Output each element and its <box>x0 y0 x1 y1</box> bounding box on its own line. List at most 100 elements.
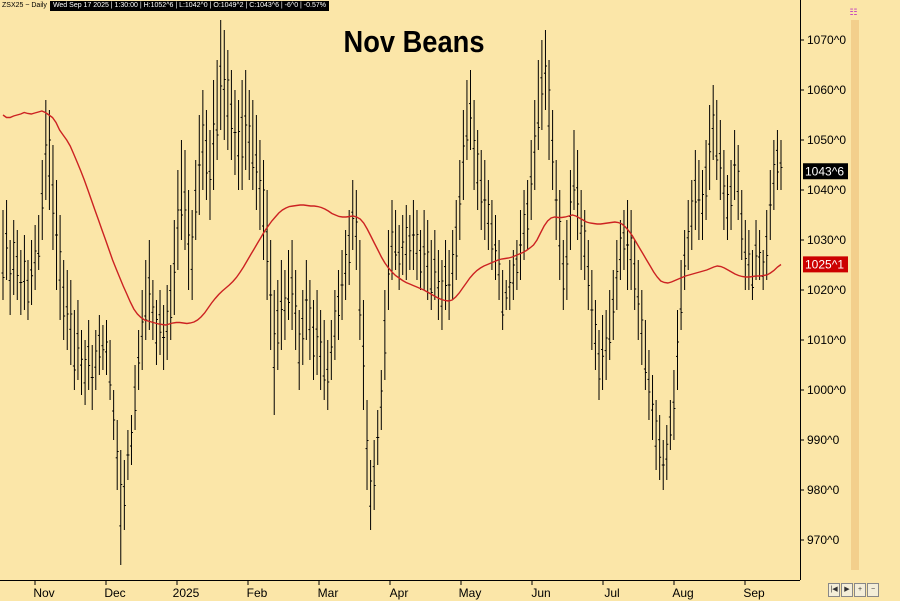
price-tick: 970^0 <box>800 533 840 547</box>
ohlc-bar <box>554 160 558 240</box>
price-tick-label: 1020^0 <box>807 283 846 297</box>
ohlc-bar <box>247 90 251 180</box>
ohlc-bar <box>643 320 647 390</box>
ohlc-bar <box>144 260 148 340</box>
time-tick-label: Jun <box>531 586 550 600</box>
ohlc-bar <box>444 240 448 310</box>
ohlc-bar <box>154 300 158 365</box>
ohlc-bar <box>661 440 665 490</box>
price-tick: 1040^0 <box>800 183 846 197</box>
ohlc-bar <box>479 150 483 230</box>
ohlc-bar <box>533 100 537 190</box>
ohlc-bar <box>772 140 776 210</box>
ohlc-bar <box>51 145 55 250</box>
ohlc-bar <box>654 400 658 470</box>
ohlc-bar <box>162 305 166 370</box>
ohlc-bar <box>265 190 269 300</box>
ohlc-bar <box>693 150 697 230</box>
ohlc-bar <box>765 210 769 280</box>
ohlc-bar <box>254 115 258 210</box>
time-tick-label: Mar <box>318 586 339 600</box>
ohlc-bar <box>133 365 137 430</box>
ohlc-bar <box>244 70 248 170</box>
zoom-out-button[interactable]: − <box>867 583 879 597</box>
ohlc-bar <box>319 310 323 390</box>
ohlc-bar <box>708 105 712 190</box>
time-tick: Jul <box>602 581 620 600</box>
price-tick-label: 1030^0 <box>807 233 846 247</box>
ohlc-bar <box>690 180 694 250</box>
ohlc-bar <box>19 250 23 315</box>
price-plot[interactable] <box>0 0 800 580</box>
ohlc-bar <box>44 100 48 200</box>
ohlc-bar <box>287 250 291 320</box>
ohlc-bar <box>547 60 551 160</box>
ohlc-bar <box>729 160 733 230</box>
ohlc-bar <box>55 180 59 290</box>
ohlc-bar <box>361 300 365 410</box>
ohlc-bar <box>725 175 729 240</box>
ohlc-bar <box>683 230 687 290</box>
time-axis[interactable]: Nov Dec 2025 Feb Mar Apr May Jun Jul Aug Sep <box>0 580 800 601</box>
price-tick: 990^0 <box>800 433 840 447</box>
price-tick: 1000^0 <box>800 383 846 397</box>
ohlc-bar <box>72 310 76 390</box>
ohlc-bar <box>397 225 401 290</box>
ohlc-bar <box>237 100 241 190</box>
ohlc-bar <box>476 130 480 210</box>
price-axis[interactable]: 970^0980^0990^01000^01010^01020^01030^01… <box>800 0 860 580</box>
ohlc-bar <box>543 30 547 110</box>
ohlc-bar <box>508 260 512 310</box>
ohlc-bar <box>490 200 494 270</box>
time-tick-label: Sep <box>743 586 765 600</box>
ohlc-bar <box>272 290 276 415</box>
zoom-in-button[interactable]: + <box>854 583 866 597</box>
ohlc-bar <box>518 210 522 280</box>
price-tick: 1010^0 <box>800 333 846 347</box>
ohlc-bar <box>112 390 116 440</box>
ohlc-bar <box>426 220 430 300</box>
price-tick: 1060^0 <box>800 83 846 97</box>
scroll-start-button[interactable]: |◀ <box>828 583 840 597</box>
ohlc-bar <box>47 110 51 210</box>
ohlc-bar <box>365 400 369 490</box>
ohlc-bar <box>465 80 469 160</box>
ohlc-bars <box>1 20 783 565</box>
scroll-right-button[interactable]: ▶ <box>841 583 853 597</box>
ohlc-bar <box>750 250 754 300</box>
ohlc-bar <box>215 60 219 160</box>
ohlc-bar <box>83 340 87 405</box>
ohlc-bar <box>493 215 497 280</box>
ohlc-bar <box>290 240 294 330</box>
ohlc-bar <box>515 240 519 290</box>
ohlc-bar <box>568 170 572 250</box>
price-tick-label: 970^0 <box>807 533 840 547</box>
ohlc-bar <box>251 100 255 190</box>
ohlc-bar <box>636 260 640 340</box>
ohlc-bar <box>758 230 762 280</box>
ohlc-bar <box>436 250 440 320</box>
ohlc-bar <box>69 280 73 365</box>
ohlc-bar <box>586 240 590 310</box>
ohlc-bar <box>336 270 340 340</box>
ohlc-bar <box>526 180 530 250</box>
ohlc-bar <box>618 220 622 280</box>
ohlc-bar <box>522 190 526 260</box>
ohlc-bar <box>358 240 362 340</box>
moving-average-tag: 1025^1 <box>803 256 848 273</box>
time-tick: May <box>459 581 481 600</box>
ohlc-bar <box>87 320 91 390</box>
ohlc-bar <box>740 190 744 260</box>
chart-settings-icon[interactable]: ☷ <box>849 7 858 17</box>
ohlc-bar <box>97 315 101 375</box>
time-tick-label: Nov <box>33 586 54 600</box>
scroll-track[interactable] <box>851 20 859 570</box>
price-tags: 1043^6 1025^1 <box>803 163 848 273</box>
ohlc-bar <box>647 350 651 420</box>
ohlc-bar <box>101 325 105 370</box>
ohlc-bar <box>108 340 112 400</box>
time-tick: Dec <box>104 581 126 600</box>
ohlc-bar <box>676 310 680 390</box>
ohlc-bar <box>383 290 387 380</box>
ohlc-bar <box>158 290 162 355</box>
